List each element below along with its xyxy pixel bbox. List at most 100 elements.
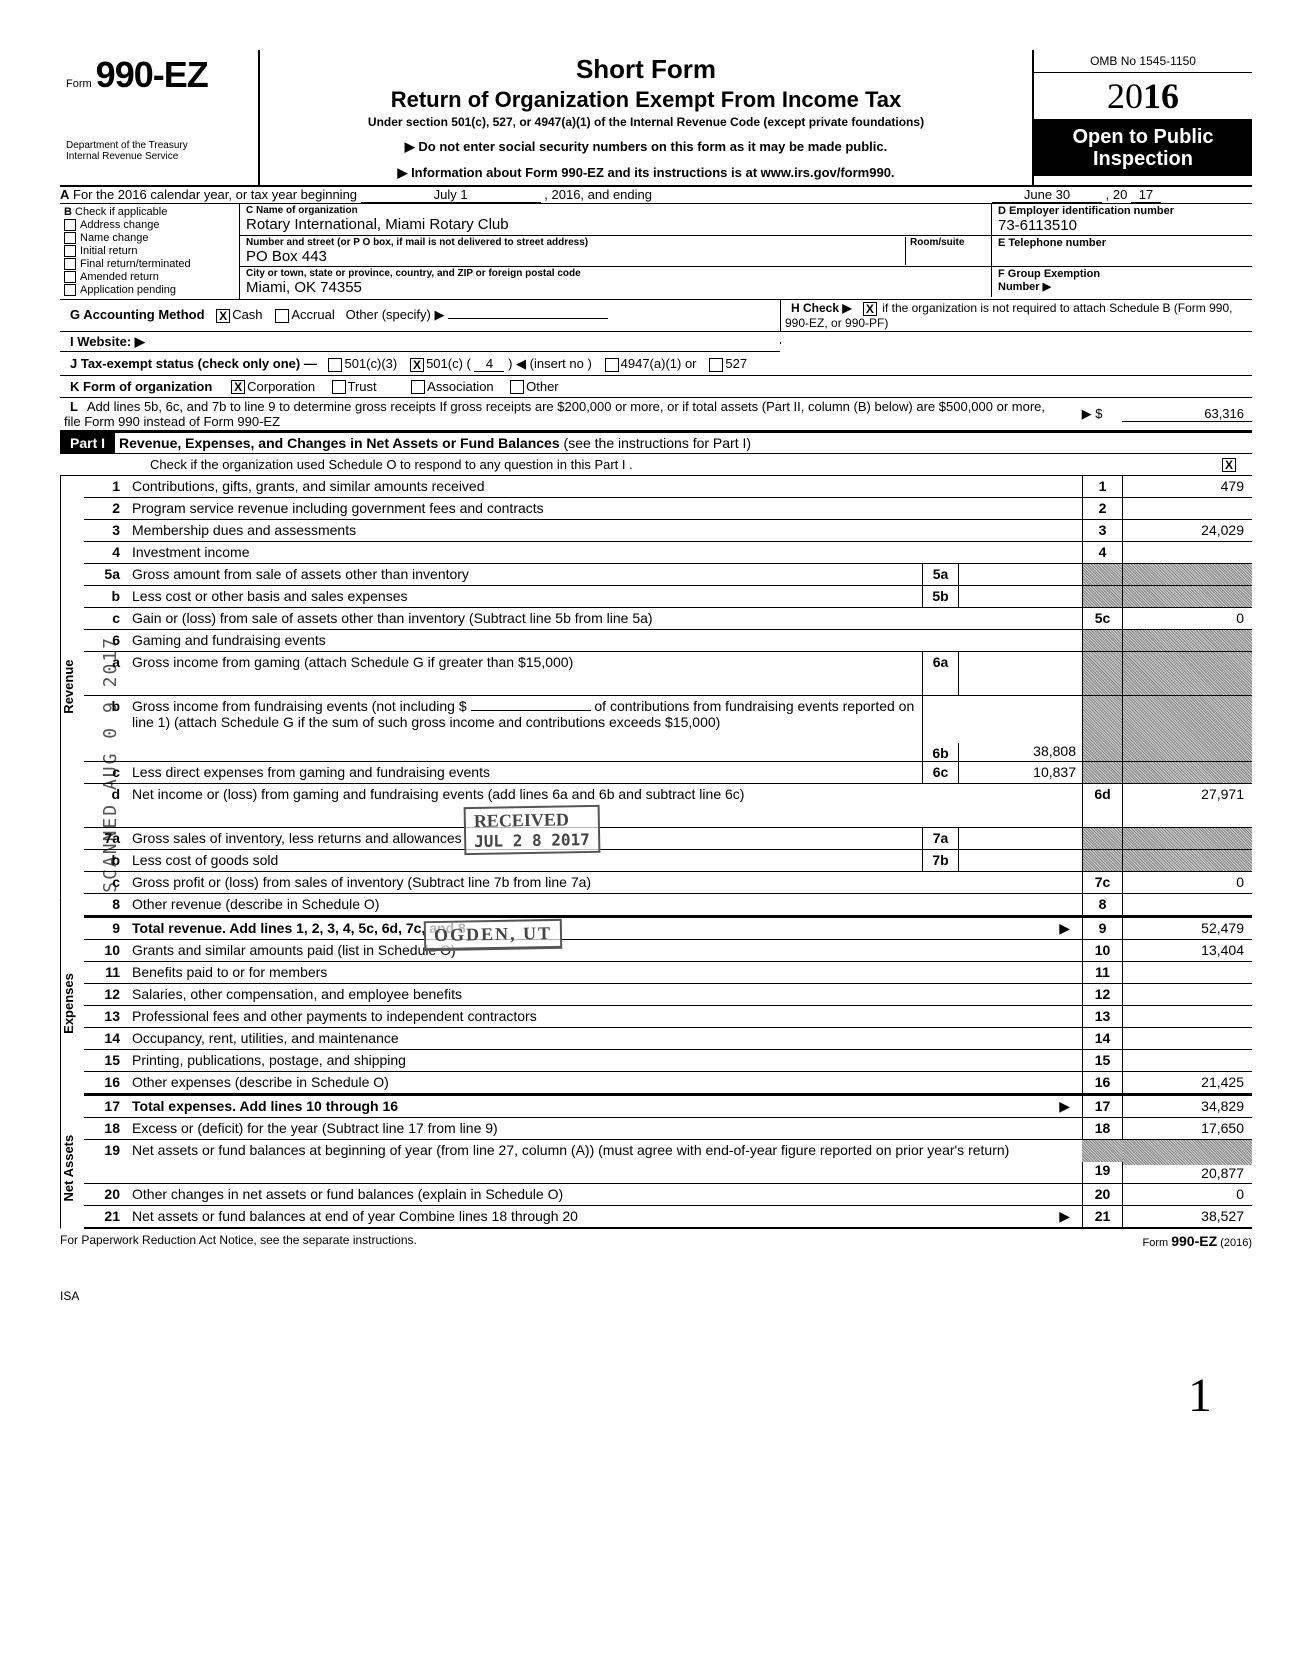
val-20[interactable]: 0 (1122, 1184, 1252, 1205)
line-14: 14Occupancy, rent, utilities, and mainte… (84, 1028, 1252, 1050)
val-14[interactable] (1122, 1028, 1252, 1049)
line-13: 13Professional fees and other payments t… (84, 1006, 1252, 1028)
chk-amended[interactable]: Amended return (64, 271, 235, 283)
val-6d[interactable]: 27,971 (1122, 784, 1252, 827)
chk-accrual[interactable] (275, 309, 289, 323)
line-15: 15Printing, publications, postage, and s… (84, 1050, 1252, 1072)
501c-insert[interactable]: 4 (474, 356, 504, 372)
chk-schedule-o[interactable]: X (1222, 458, 1236, 472)
omb-number: OMB No 1545-1150 (1034, 50, 1252, 73)
val-7c[interactable]: 0 (1122, 872, 1252, 893)
gross-receipts[interactable]: 63,316 (1122, 406, 1252, 422)
val-11[interactable] (1122, 962, 1252, 983)
val-8[interactable] (1122, 894, 1252, 915)
dept-irs: Internal Revenue Service (66, 151, 252, 162)
line-17: 17Total expenses. Add lines 10 through 1… (84, 1094, 1252, 1118)
line-6d: dNet income or (loss) from gaming and fu… (84, 784, 1252, 828)
year-begin[interactable]: July 1 (361, 187, 541, 203)
val-21[interactable]: 38,527 (1122, 1206, 1252, 1227)
val-18[interactable]: 17,650 (1122, 1118, 1252, 1139)
chk-address-change[interactable]: Address change (64, 219, 235, 231)
val-1[interactable]: 479 (1122, 476, 1252, 497)
stamp-received: RECEIVED JUL 2 8 2017 (464, 805, 600, 855)
line-5b: bLess cost or other basis and sales expe… (84, 586, 1252, 608)
line-3: 3Membership dues and assessments324,029 (84, 520, 1252, 542)
val-5c[interactable]: 0 (1122, 608, 1252, 629)
form-prefix: Form (66, 78, 92, 90)
val-17[interactable]: 34,829 (1122, 1096, 1252, 1117)
chk-cash[interactable]: X (216, 309, 230, 323)
val-16[interactable]: 21,425 (1122, 1072, 1252, 1093)
page-number: 1 (1188, 1368, 1212, 1423)
form-header: Form 990-EZ Department of the Treasury I… (60, 50, 1252, 187)
chk-4947[interactable] (605, 358, 619, 372)
val-4[interactable] (1122, 542, 1252, 563)
val-6a[interactable] (959, 652, 1082, 695)
line-21: 21Net assets or fund balances at end of … (84, 1206, 1252, 1229)
row-a-tax-year: A For the 2016 calendar year, or tax yea… (60, 187, 1252, 204)
val-7b[interactable] (959, 850, 1082, 871)
year-end-month[interactable]: June 30 (992, 187, 1102, 203)
tax-year: 2016 (1034, 73, 1252, 120)
chk-initial-return[interactable]: Initial return (64, 245, 235, 257)
line-6: 6Gaming and fundraising events (84, 630, 1252, 652)
accounting-other[interactable] (448, 318, 608, 319)
row-j-exempt: J Tax-exempt status (check only one) — 5… (60, 354, 1252, 376)
val-5b[interactable] (959, 586, 1082, 607)
chk-other-org[interactable] (510, 380, 524, 394)
val-19[interactable]: 20,877 (1131, 1165, 1244, 1181)
val-13[interactable] (1122, 1006, 1252, 1027)
chk-501c3[interactable] (328, 358, 342, 372)
line-7c: cGross profit or (loss) from sales of in… (84, 872, 1252, 894)
chk-corp[interactable]: X (231, 380, 245, 394)
chk-name-change[interactable]: Name change (64, 232, 235, 244)
street-address[interactable]: PO Box 443 (246, 248, 905, 265)
val-9[interactable]: 52,479 (1122, 918, 1252, 939)
line-18: 18Excess or (deficit) for the year (Subt… (84, 1118, 1252, 1140)
row-k-org-form: K Form of organization XCorporation Trus… (60, 376, 1252, 398)
line-8: 8Other revenue (describe in Schedule O)8 (84, 894, 1252, 916)
val-7a[interactable] (959, 828, 1082, 849)
chk-final-return[interactable]: Final return/terminated (64, 258, 235, 270)
section-bcdef: B Check if applicable Address change Nam… (60, 204, 1252, 300)
part1-check-o: Check if the organization used Schedule … (60, 454, 1252, 476)
chk-app-pending[interactable]: Application pending (64, 284, 235, 296)
line-12: 12Salaries, other compensation, and empl… (84, 984, 1252, 1006)
subtitle: Under section 501(c), 527, or 4947(a)(1)… (268, 115, 1024, 129)
room-suite-label: Room/suite (910, 237, 985, 248)
chk-schedule-b[interactable]: X (863, 302, 877, 316)
val-15[interactable] (1122, 1050, 1252, 1071)
line-7b: bLess cost of goods sold7b (84, 850, 1252, 872)
open-public: Open to Public Inspection (1034, 120, 1252, 176)
sidebar-revenue: Revenue (60, 476, 84, 898)
val-6b[interactable]: 38,808 (959, 741, 1082, 761)
val-5a[interactable] (959, 564, 1082, 585)
line-1: 1Contributions, gifts, grants, and simil… (84, 476, 1252, 498)
row-g-accounting: G Accounting Method XCash Accrual Other … (60, 300, 1252, 332)
city-state-zip[interactable]: Miami, OK 74355 (246, 279, 985, 296)
val-3[interactable]: 24,029 (1122, 520, 1252, 541)
val-2[interactable] (1122, 498, 1252, 519)
chk-assoc[interactable] (411, 380, 425, 394)
line-5a: 5aGross amount from sale of assets other… (84, 564, 1252, 586)
org-name[interactable]: Rotary International, Miami Rotary Club (246, 216, 985, 233)
year-end-yr[interactable]: 17 (1131, 187, 1161, 203)
line-5c: cGain or (loss) from sale of assets othe… (84, 608, 1252, 630)
chk-501c[interactable]: X (410, 358, 424, 372)
chk-trust[interactable] (332, 380, 346, 394)
ein[interactable]: 73-6113510 (998, 217, 1246, 234)
title-return: Return of Organization Exempt From Incom… (268, 87, 1024, 113)
val-12[interactable] (1122, 984, 1252, 1005)
val-10[interactable]: 13,404 (1122, 940, 1252, 961)
line-4: 4Investment income4 (84, 542, 1252, 564)
row-l-gross: L Add lines 5b, 6c, and 7b to line 9 to … (60, 398, 1252, 431)
line-19: 19Net assets or fund balances at beginni… (84, 1140, 1252, 1184)
sidebar-expenses: Expenses (60, 898, 84, 1109)
line-6a: aGross income from gaming (attach Schedu… (84, 652, 1252, 696)
dept-treasury: Department of the Treasury (66, 140, 252, 151)
info-line: Information about Form 990-EZ and its in… (268, 165, 1024, 181)
val-6c[interactable]: 10,837 (959, 762, 1082, 783)
chk-527[interactable] (709, 358, 723, 372)
line-16: 16Other expenses (describe in Schedule O… (84, 1072, 1252, 1094)
line-7a: 7aGross sales of inventory, less returns… (84, 828, 1252, 850)
